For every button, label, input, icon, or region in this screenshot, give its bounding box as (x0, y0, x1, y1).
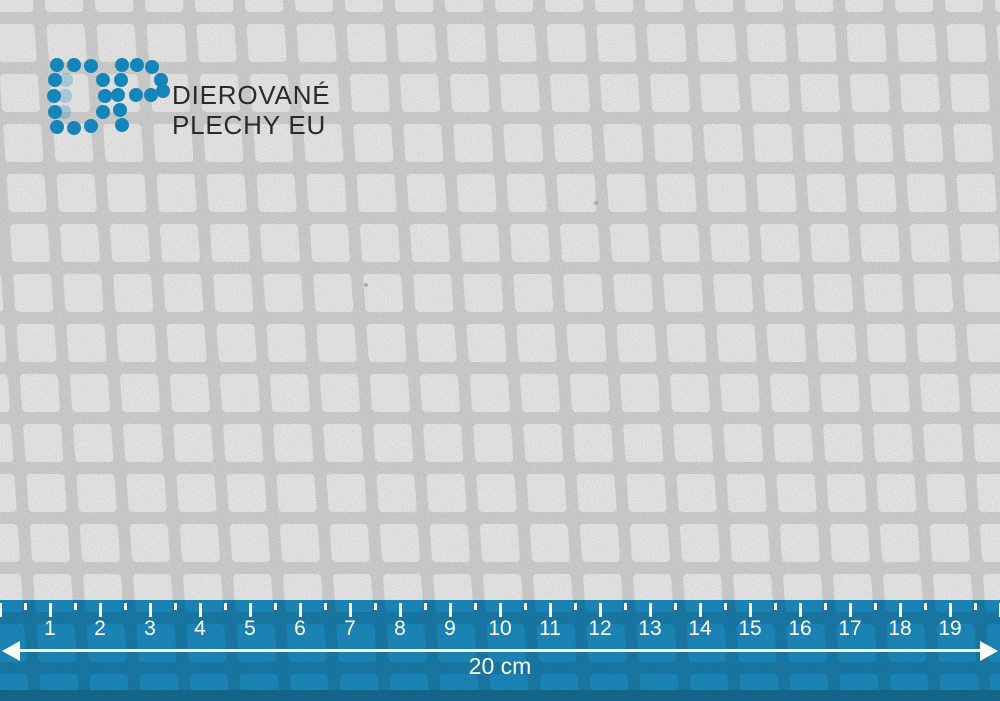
ruler-minor-tick (73, 603, 77, 610)
ruler-cm-number: 11 (539, 617, 561, 640)
ruler-major-tick (248, 603, 252, 617)
ruler-minor-tick (223, 603, 227, 610)
ruler-cm-number: 12 (588, 617, 612, 640)
ruler-arrow-left-head-icon (2, 641, 20, 661)
ruler-minor-tick (723, 603, 727, 610)
ruler-cm-number: 18 (888, 617, 912, 640)
ruler-major-tick (948, 603, 952, 617)
ruler-minor-tick (373, 603, 377, 610)
ruler-major-tick (348, 603, 352, 617)
ruler-cm-number: 1 (44, 617, 56, 640)
ruler-cm-number: 13 (638, 617, 662, 640)
ruler-cm-number: 15 (738, 617, 762, 640)
brand-name-line1: DIEROVANÉ (172, 80, 331, 110)
ruler-major-tick (198, 603, 202, 617)
ruler-cm-number: 14 (688, 617, 712, 640)
ruler-minor-tick (123, 603, 127, 610)
ruler-marks: 20 cm 1 2 3 4 5 6 7 8 9 10 11 12 13 14 15 16 17 18 19 (0, 600, 1000, 701)
ruler-major-tick (748, 603, 752, 617)
ruler-major-tick (848, 603, 852, 617)
brand-text-block: DIEROVANÉ PLECHY EU (172, 80, 330, 140)
ruler-major-tick (398, 603, 402, 617)
ruler-major-tick (798, 603, 802, 617)
ruler-major-tick (448, 603, 452, 617)
ruler-cm-number: 10 (488, 617, 512, 640)
ruler-minor-tick (473, 603, 477, 610)
ruler-minor-tick (273, 603, 277, 610)
ruler-cm-number: 3 (144, 617, 156, 640)
ruler-major-tick (498, 603, 502, 617)
ruler-major-tick (298, 603, 302, 617)
ruler-cm-number: 8 (394, 617, 406, 640)
ruler-cm-number: 19 (938, 617, 962, 640)
ruler-major-tick (548, 603, 552, 617)
ruler-minor-tick (673, 603, 677, 610)
ruler-major-tick (698, 603, 702, 617)
ruler-cm-number: 16 (788, 617, 812, 640)
ruler-minor-tick (23, 603, 27, 610)
ruler-cm-number: 6 (294, 617, 306, 640)
brand-name-line2: PLECHY EU (172, 110, 327, 140)
ruler-minor-tick (573, 603, 577, 610)
ruler-minor-tick (973, 603, 977, 610)
ruler-minor-tick (323, 603, 327, 610)
ruler-minor-tick (923, 603, 927, 610)
ruler-cm-number: 17 (838, 617, 862, 640)
ruler-major-tick (998, 603, 1000, 617)
ruler-major-tick (648, 603, 652, 617)
ruler-cm-number: 7 (344, 617, 356, 640)
ruler-minor-tick (873, 603, 877, 610)
ruler-minor-tick (823, 603, 827, 610)
ruler-arrow-line (14, 649, 986, 652)
ruler-arrow-right-head-icon (980, 641, 998, 661)
ruler-minor-tick (523, 603, 527, 610)
ruler-minor-tick (173, 603, 177, 610)
ruler-minor-tick (773, 603, 777, 610)
ruler-major-tick (148, 603, 152, 617)
ruler-major-tick (598, 603, 602, 617)
ruler-minor-tick (423, 603, 427, 610)
ruler-major-tick (48, 603, 52, 617)
ruler-major-tick (98, 603, 102, 617)
ruler-cm-number: 4 (194, 617, 206, 640)
ruler-total-length-label: 20 cm (468, 653, 532, 679)
ruler-major-tick (898, 603, 902, 617)
ruler-cm-number: 9 (444, 617, 456, 640)
ruler-cm-number: 5 (244, 617, 256, 640)
ruler-cm-number: 2 (94, 617, 106, 640)
ruler-minor-tick (623, 603, 627, 610)
ruler-major-tick (0, 603, 2, 617)
